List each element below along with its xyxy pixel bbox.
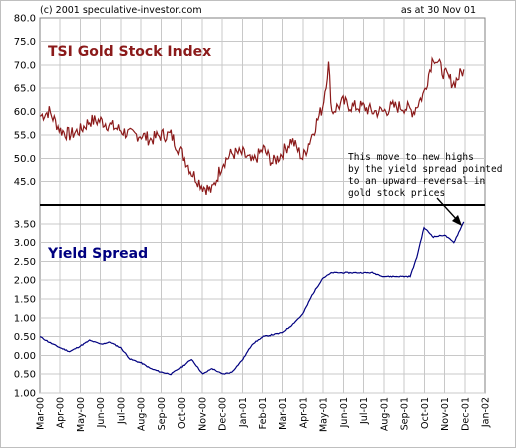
- annotation-line-3: to an upward reversal in: [348, 176, 485, 187]
- x-tick-label: Mar-01: [278, 397, 289, 430]
- x-tick-label: Apr-01: [298, 397, 309, 428]
- yield-spread-title: Yield Spread: [47, 246, 148, 262]
- bottom-y-tick-label: 0.50: [14, 370, 36, 381]
- annotation: This move to new highs by the yield spre…: [348, 152, 502, 226]
- annotation-line-2: by the yield spread pointed: [348, 164, 502, 175]
- x-tick-label: Jul-01: [359, 397, 370, 425]
- top-y-tick-label: 65.0: [14, 84, 36, 95]
- as-of-date: as at 30 Nov 01: [401, 5, 476, 16]
- top-y-tick-label: 60.0: [14, 107, 36, 118]
- top-y-tick-label: 50.0: [14, 154, 36, 165]
- bottom-y-tick-label: 1.50: [14, 295, 36, 306]
- top-y-tick-label: 80.0: [14, 14, 36, 25]
- bottom-y-tick-label: 1.00: [14, 389, 36, 400]
- x-tick-label: Jul-00: [116, 397, 127, 425]
- x-tick-label: Oct-00: [177, 397, 188, 429]
- annotation-line-4: gold stock prices: [348, 188, 445, 199]
- x-tick-label: Dec-01: [460, 397, 471, 431]
- x-tick-label: Jun-01: [339, 397, 350, 428]
- bottom-y-tick-label: 2.00: [14, 276, 36, 287]
- x-axis-labels: Mar-00 Apr-00 May-00 Jun-00 Jul-00 Aug-00 Sep-…: [36, 397, 492, 432]
- top-y-tick-label: 55.0: [14, 130, 36, 141]
- copyright-text: (c) 2001 speculative-investor.com: [40, 5, 202, 16]
- annotation-arrow-shaft: [436, 197, 459, 222]
- x-tick-label: Jun-00: [96, 397, 107, 428]
- x-tick-label: Feb-01: [258, 397, 269, 429]
- bottom-y-axis-labels: 3.50 3.00 2.50 2.00 1.50 1.00 0.50 0.00 0.50 1.00: [14, 219, 36, 399]
- bottom-y-tick-label: 1.00: [14, 313, 36, 324]
- x-tick-label: Aug-01: [379, 397, 390, 431]
- x-tick-label: Sep-01: [400, 397, 411, 430]
- x-tick-label: Jan-01: [238, 397, 249, 428]
- x-tick-label: Mar-00: [36, 397, 47, 430]
- x-tick-label: Nov-00: [197, 397, 208, 431]
- yield-spread-series-line: [39, 221, 465, 376]
- x-tick-label: Sep-00: [157, 397, 168, 430]
- x-tick-label: Dec-00: [218, 397, 229, 431]
- bottom-y-tick-label: 3.00: [14, 238, 36, 249]
- bottom-y-tick-label: 3.50: [14, 219, 36, 230]
- bottom-y-tick-label: 0.00: [14, 351, 36, 362]
- x-tick-label: Aug-00: [137, 397, 148, 431]
- x-tick-label: May-00: [76, 397, 87, 432]
- top-y-axis-labels: 80.0 75.0 70.0 65.0 60.0 55.0 50.0 45.0: [14, 14, 36, 189]
- annotation-arrow-head: [452, 215, 462, 226]
- top-y-tick-label: 70.0: [14, 60, 36, 71]
- gold-index-title: TSI Gold Stock Index: [48, 44, 211, 60]
- x-tick-label: Apr-00: [56, 397, 67, 428]
- x-tick-label: Nov-01: [440, 397, 451, 431]
- bottom-y-tick-label: 2.50: [14, 257, 36, 268]
- x-tick-label: Oct-01: [420, 397, 431, 429]
- x-tick-label: Jan-02: [481, 397, 492, 428]
- top-y-tick-label: 45.0: [14, 177, 36, 188]
- gold-index-series-line: [39, 56, 465, 196]
- annotation-line-1: This move to new highs: [348, 152, 474, 163]
- top-y-tick-label: 75.0: [14, 37, 36, 48]
- x-tick-label: May-01: [319, 397, 330, 432]
- bottom-y-tick-label: 0.50: [14, 332, 36, 343]
